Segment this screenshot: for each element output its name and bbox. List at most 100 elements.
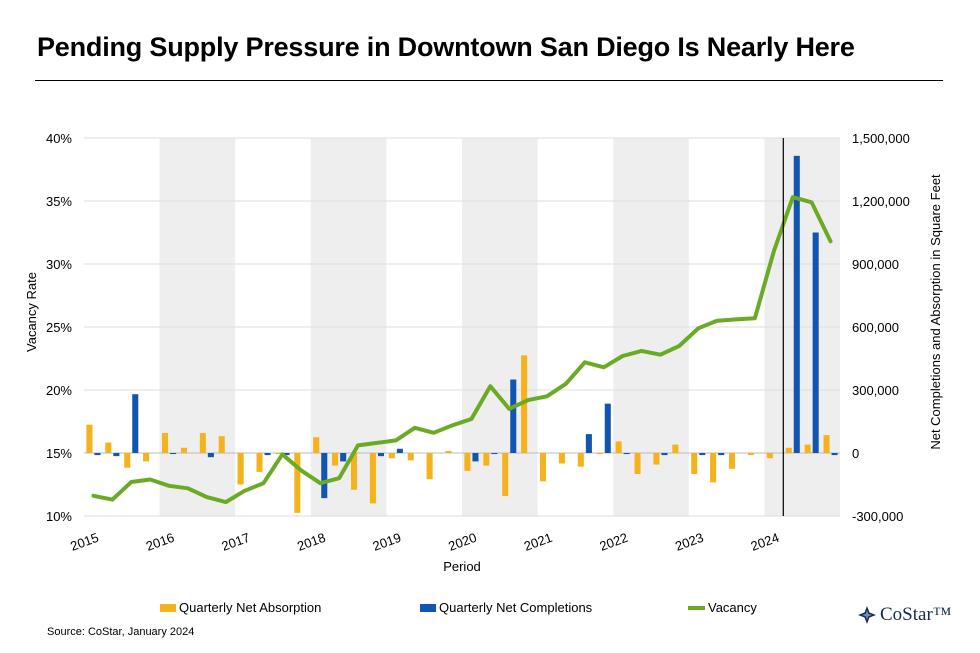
absorption-bar xyxy=(558,453,565,464)
legend-label-vacancy: Vacancy xyxy=(708,600,757,615)
absorption-bar xyxy=(351,453,358,490)
x-tick-label: 2019 xyxy=(371,530,403,554)
completions-bar xyxy=(170,453,177,455)
costar-logo: CoStar™ xyxy=(857,604,951,626)
completions-bar xyxy=(132,394,139,453)
y-right-tick-label: 1,500,000 xyxy=(852,131,910,146)
x-tick-label: 2015 xyxy=(68,530,100,554)
absorption-bar xyxy=(237,453,244,485)
chart-plot: 10% 15% 20% 25% 30% 35% 40% -300,000 0 300,000 600… xyxy=(24,131,943,574)
legend-item-completions: Quarterly Net Completions xyxy=(420,600,592,615)
y-left-tick-label: 30% xyxy=(46,257,72,272)
completions-bar xyxy=(207,453,214,458)
costar-logo-text: CoStar™ xyxy=(880,604,952,625)
absorption-bar xyxy=(388,453,395,459)
absorption-bar xyxy=(332,453,339,466)
absorption-bar xyxy=(369,453,376,504)
absorption-bar xyxy=(275,453,282,455)
absorption-bar xyxy=(653,453,660,465)
absorption-bar xyxy=(86,424,93,453)
x-axis-title: Period xyxy=(443,559,481,574)
absorption-bar xyxy=(521,355,528,453)
completions-bar xyxy=(491,453,498,455)
absorption-bar xyxy=(162,433,169,453)
completions-bar xyxy=(623,453,630,455)
absorption-bar xyxy=(445,450,452,453)
x-tick-label: 2016 xyxy=(144,530,176,554)
absorption-bar xyxy=(313,437,320,453)
x-tick-label: 2022 xyxy=(598,530,630,554)
costar-star-icon xyxy=(858,606,876,624)
y-right-tick-label: 0 xyxy=(852,446,859,461)
completions-bar xyxy=(661,453,668,456)
legend-item-vacancy: Vacancy xyxy=(688,600,757,615)
x-tick-label: 2020 xyxy=(446,530,478,554)
absorption-bar xyxy=(804,444,811,453)
absorption-bar xyxy=(672,444,679,453)
absorption-bar xyxy=(747,453,754,456)
completions-bar xyxy=(377,453,384,457)
completions-bar xyxy=(94,453,101,456)
legend-label-completions: Quarterly Net Completions xyxy=(439,600,593,615)
completions-bar xyxy=(604,403,611,453)
absorption-bar xyxy=(483,453,490,466)
completions-bar xyxy=(793,155,800,453)
absorption-bar xyxy=(615,441,622,453)
completions-bar xyxy=(472,453,479,462)
completions-bar xyxy=(812,232,819,453)
vacancy-swatch xyxy=(688,605,705,610)
absorption-bar xyxy=(124,453,131,468)
completions-bar xyxy=(113,453,120,457)
y-right-axis-title: Net Completions and Absorption in Square… xyxy=(928,174,943,450)
absorption-bar xyxy=(105,442,112,453)
absorption-bar xyxy=(577,453,584,467)
x-tick-label: 2017 xyxy=(220,530,252,554)
completions-bar xyxy=(699,453,706,456)
source-note: Source: CoStar, January 2024 xyxy=(47,626,195,638)
completions-bar xyxy=(340,453,347,462)
completions-bar xyxy=(510,379,517,453)
absorption-bar xyxy=(634,453,641,474)
completions-bar xyxy=(264,453,271,456)
completions-bar xyxy=(718,453,725,456)
vacancy-line xyxy=(91,195,833,505)
y-right-tick-label: 1,200,000 xyxy=(852,194,910,209)
absorption-bar xyxy=(180,447,187,453)
y-left-tick-label: 10% xyxy=(46,509,72,524)
absorption-bar xyxy=(407,453,414,461)
absorption-bar xyxy=(766,453,773,459)
y-right-tick-label: -300,000 xyxy=(852,509,903,524)
absorption-bar xyxy=(464,453,471,471)
y-right-tick-label: 600,000 xyxy=(852,320,899,335)
y-right-tick-label: 300,000 xyxy=(852,383,899,398)
y-left-axis-title: Vacancy Rate xyxy=(24,272,39,352)
absorption-bar xyxy=(218,436,225,453)
absorption-bar xyxy=(596,453,603,455)
absorption-swatch xyxy=(160,603,176,612)
absorption-bar xyxy=(540,453,547,482)
y-left-tick-label: 40% xyxy=(46,131,72,146)
absorption-bar xyxy=(256,453,263,472)
y-left-tick-label: 35% xyxy=(46,194,72,209)
title-divider xyxy=(35,80,943,81)
absorption-bar xyxy=(143,453,150,462)
legend-label-absorption: Quarterly Net Absorption xyxy=(179,600,322,615)
absorption-bar xyxy=(426,453,433,480)
absorption-bar xyxy=(502,453,509,497)
absorption-bar xyxy=(199,433,206,453)
absorption-bar xyxy=(729,453,736,469)
x-tick-label: 2018 xyxy=(295,530,327,554)
completions-bar xyxy=(831,453,838,456)
x-tick-label: 2021 xyxy=(522,530,554,554)
y-left-tick-label: 15% xyxy=(46,446,72,461)
completions-bar xyxy=(585,434,592,453)
y-right-tick-label: 900,000 xyxy=(852,257,899,272)
completions-bar xyxy=(283,453,290,456)
completions-bar xyxy=(321,453,328,499)
x-tick-label: 2024 xyxy=(749,530,781,554)
absorption-bar xyxy=(785,447,792,453)
y-left-tick-label: 20% xyxy=(46,383,72,398)
absorption-bar xyxy=(710,453,717,483)
y-left-tick-label: 25% xyxy=(46,320,72,335)
absorption-bar xyxy=(691,453,698,474)
